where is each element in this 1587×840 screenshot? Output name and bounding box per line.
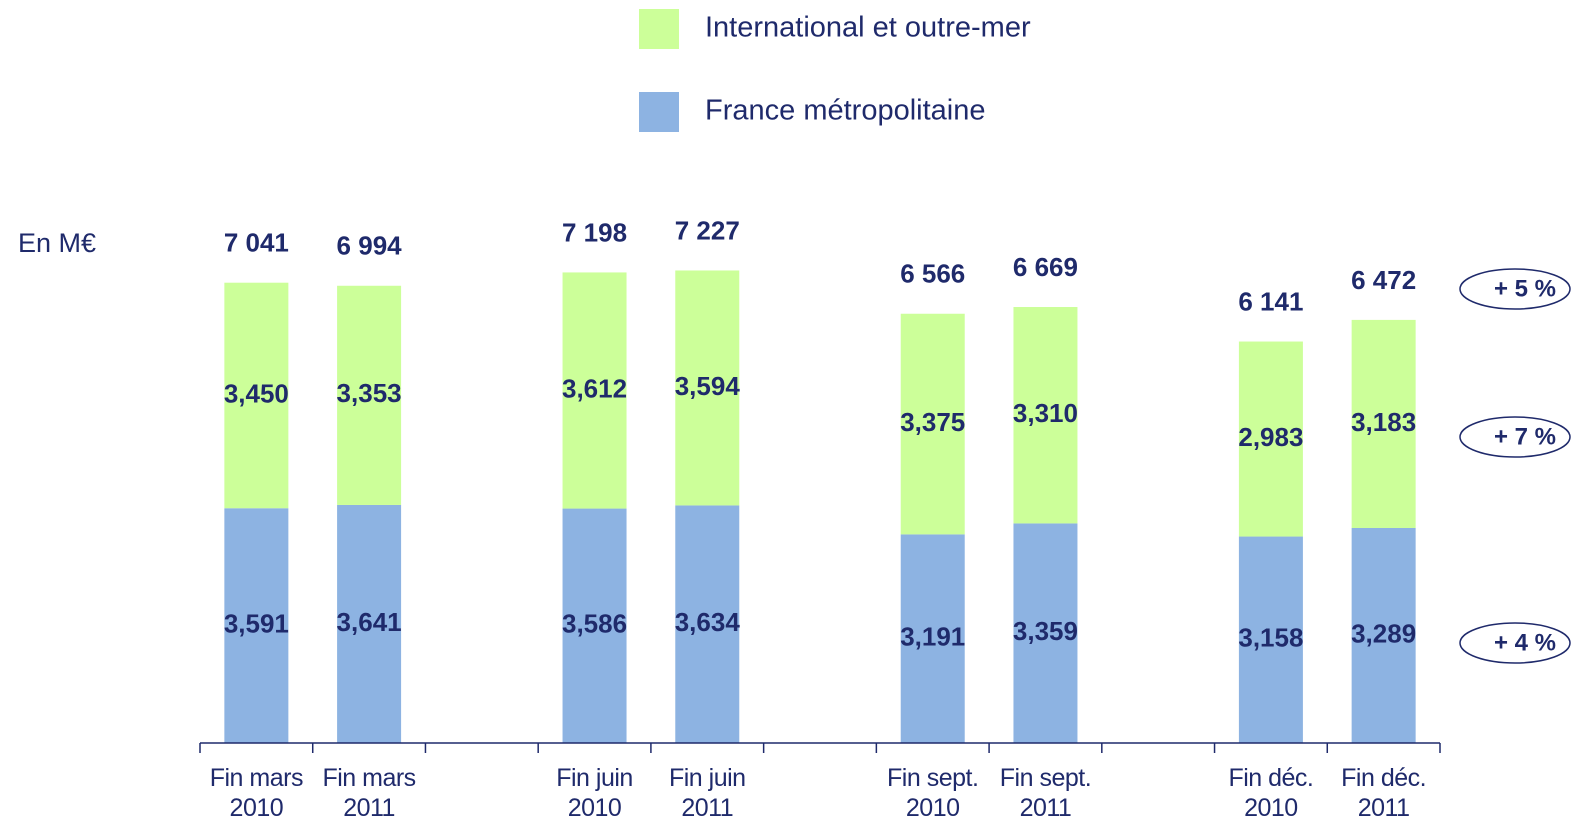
value-label: 3,634	[675, 607, 741, 637]
value-label: 3,310	[1013, 398, 1078, 428]
bar-segment	[675, 270, 740, 506]
bar-segment	[1238, 341, 1303, 537]
badge	[1459, 268, 1571, 310]
total-label: 6 669	[1013, 252, 1078, 282]
bar-segment	[1351, 319, 1416, 528]
y-axis-label: En M€	[18, 228, 96, 258]
value-label: 3,641	[337, 607, 402, 637]
value-label: 3,375	[900, 407, 965, 437]
total-label: 6 472	[1351, 265, 1416, 295]
bar-segment	[337, 285, 402, 505]
x-tick-label: Fin juin 2011	[668, 764, 746, 822]
total-label: 7 198	[562, 217, 627, 247]
bar-segment	[900, 313, 965, 535]
x-tick-label: Fin sept. 2011	[999, 764, 1092, 822]
x-tick-label: Fin sept. 2010	[887, 764, 979, 822]
bar-segment	[224, 508, 289, 743]
badge	[1459, 622, 1571, 664]
legend-label: International et outre-mer	[705, 12, 1031, 44]
value-label: 3,591	[224, 608, 289, 638]
bar-segment	[1238, 536, 1303, 743]
total-label: 7 041	[224, 228, 289, 258]
x-tick-label: Fin juin 2010	[556, 764, 633, 822]
bar-segment	[1013, 307, 1078, 524]
value-label: 3,612	[562, 373, 627, 403]
value-label: 3,450	[224, 378, 289, 408]
value-label: 3,586	[562, 609, 627, 639]
bar-segment	[562, 508, 627, 743]
value-label: 3,594	[675, 371, 741, 401]
value-label: 3,289	[1351, 618, 1416, 648]
value-label: 3,183	[1351, 407, 1416, 437]
value-label: 2,983	[1238, 422, 1303, 452]
bar-segment	[1013, 523, 1078, 743]
legend-swatch	[639, 92, 679, 132]
value-label: 3,158	[1238, 623, 1303, 653]
value-label: 3,353	[337, 378, 402, 408]
annotation: + 5 %	[1494, 275, 1556, 302]
bar-segment	[224, 282, 289, 509]
legend-label: France métropolitaine	[705, 95, 985, 127]
x-tick-label: Fin déc. 2011	[1341, 764, 1427, 822]
bar-segment	[900, 534, 965, 743]
annotation: + 4 %	[1494, 629, 1556, 656]
x-tick-label: Fin mars 2011	[322, 764, 416, 822]
x-tick-label: Fin déc. 2010	[1228, 764, 1314, 822]
total-label: 7 227	[675, 215, 740, 245]
total-label: 6 566	[900, 259, 965, 289]
legend-swatch	[639, 9, 679, 49]
bar-segment	[337, 504, 402, 743]
bar-segment	[675, 505, 740, 743]
badge	[1459, 416, 1571, 458]
bar-segment	[562, 272, 627, 509]
x-tick-label: Fin mars 2010	[209, 764, 304, 822]
annotation: + 7 %	[1494, 423, 1556, 450]
bar-segment	[1351, 527, 1416, 743]
total-label: 6 994	[337, 231, 403, 261]
value-label: 3,191	[900, 622, 965, 652]
value-label: 3,359	[1013, 616, 1078, 646]
total-label: 6 141	[1238, 286, 1303, 316]
